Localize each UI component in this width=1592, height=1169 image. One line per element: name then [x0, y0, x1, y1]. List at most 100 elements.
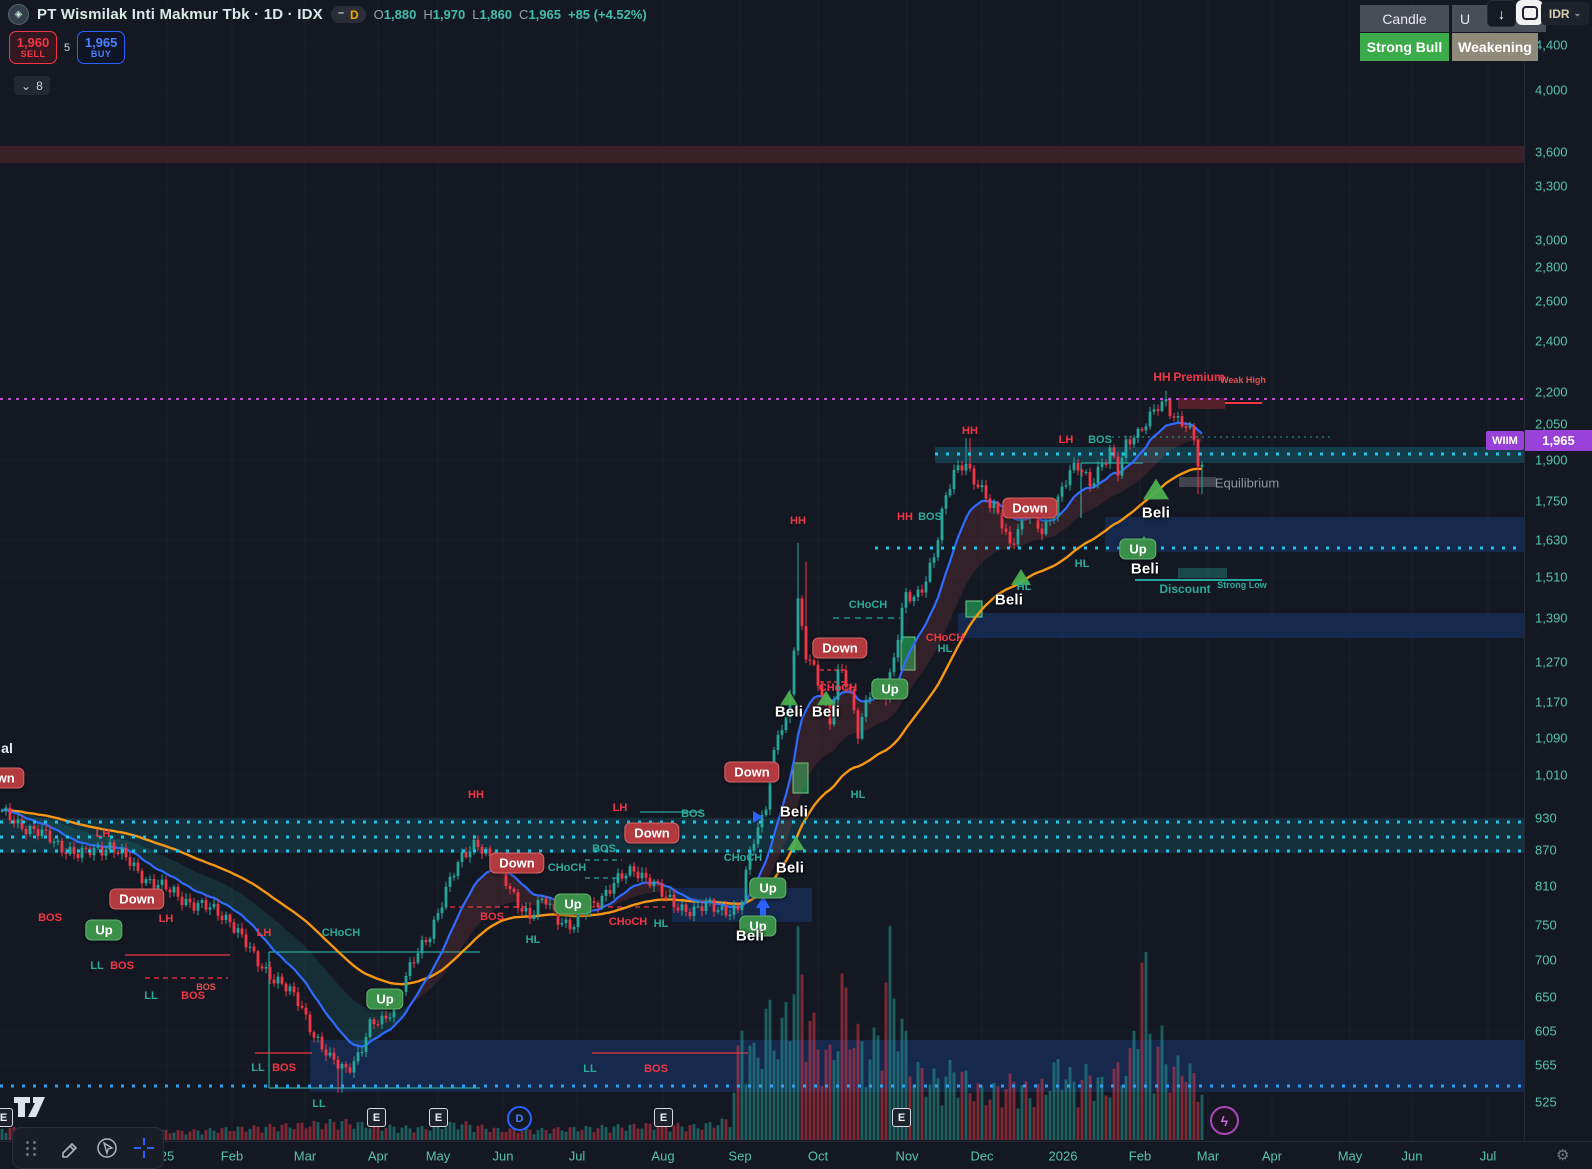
price-tick: 1,010	[1535, 767, 1568, 783]
sell-button[interactable]: 1,960 SELL	[9, 31, 57, 64]
price-tick: 810	[1535, 878, 1557, 894]
time-tick: Jun	[492, 1148, 514, 1164]
zone-order-block-1	[792, 762, 809, 794]
time-tick: Jul	[568, 1148, 586, 1164]
price-tick: 1,170	[1535, 694, 1568, 710]
interval-pill[interactable]: – D	[330, 6, 366, 23]
price-tick: 700	[1535, 952, 1557, 968]
floating-toolbar	[12, 1127, 164, 1169]
earnings-marker[interactable]: E	[892, 1108, 911, 1127]
chevron-down-icon: ⌄	[1573, 8, 1582, 18]
price-axis[interactable]: 4,400 4,000 3,600 3,300 3,000 2,800 2,600 2,400…	[1524, 0, 1592, 1141]
symbol-title[interactable]: PT Wismilak Inti Makmur Tbk · 1D · IDX	[37, 6, 323, 23]
price-tick: 4,000	[1535, 82, 1568, 98]
price-tick: 525	[1535, 1094, 1557, 1110]
chevron-down-icon: ⌄	[21, 78, 32, 93]
toolbar-drag-handle[interactable]	[19, 1135, 45, 1161]
time-tick: May	[1337, 1148, 1363, 1164]
flash-event-marker[interactable]: ϟ	[1210, 1106, 1239, 1135]
zone-supply-band-3500	[0, 146, 1524, 163]
symbol-logo[interactable]: ◈	[8, 4, 29, 25]
buy-triangle-icon	[1143, 478, 1169, 500]
price-tick: 1,750	[1535, 493, 1568, 509]
blue-right-triangle-icon	[753, 811, 763, 823]
price-tick: 1,900	[1535, 452, 1568, 468]
time-tick: Feb	[1128, 1148, 1152, 1164]
time-tick: Aug	[651, 1148, 675, 1164]
eraser-tool-icon[interactable]	[56, 1135, 82, 1161]
ohlc-readout: O1,880 H1,970 L1,860 C1,965 +85 (+4.52%)	[373, 7, 647, 22]
price-tick: 870	[1535, 842, 1557, 858]
crosshair-tool-icon[interactable]	[131, 1135, 157, 1161]
strong-bull-badge: Strong Bull	[1360, 33, 1449, 61]
indicator-collapse-button[interactable]: ⌄ 8	[14, 76, 50, 95]
blue-up-arrow-icon	[756, 896, 770, 924]
time-tick: Dec	[970, 1148, 994, 1164]
price-tick: 2,600	[1535, 293, 1568, 309]
weakening-badge: Weakening	[1452, 33, 1538, 61]
zone-weak-high-supply-box	[1178, 398, 1225, 409]
zone-strong-high-band-1960	[935, 447, 1524, 463]
cursor-tool-icon[interactable]	[94, 1135, 120, 1161]
price-tick: 1,510	[1535, 569, 1568, 585]
time-tick: Sep	[728, 1148, 752, 1164]
price-tick: 2,400	[1535, 333, 1568, 349]
download-arrow-icon: ↓	[1498, 5, 1505, 22]
price-tick: 3,600	[1535, 144, 1568, 160]
buy-triangle-icon	[1011, 569, 1031, 585]
buy-button[interactable]: 1,965 BUY	[77, 31, 126, 64]
time-tick: May	[425, 1148, 451, 1164]
time-tick: Apr	[367, 1148, 389, 1164]
buy-triangle-icon	[780, 690, 798, 706]
earnings-marker[interactable]: E	[429, 1108, 448, 1127]
axis-settings-icon[interactable]: ⚙	[1556, 1147, 1570, 1164]
candle-style-button[interactable]: Candle	[1360, 5, 1449, 32]
fullscreen-button[interactable]	[1516, 0, 1543, 25]
time-tick: Nov	[895, 1148, 919, 1164]
earnings-marker[interactable]: E	[367, 1108, 386, 1127]
time-axis[interactable]: 25 Feb Mar Apr May Jun Jul Aug Sep Oct Nov Dec 2026 F…	[0, 1141, 1592, 1169]
change-value: +85 (+4.52%)	[567, 7, 647, 22]
last-price-label: 1,965	[1525, 430, 1592, 451]
interval-badge: D	[349, 7, 359, 22]
time-tick: Jul	[1479, 1148, 1497, 1164]
low-value: 1,860	[479, 7, 513, 22]
time-tick: Jun	[1401, 1148, 1423, 1164]
time-tick: Oct	[807, 1148, 829, 1164]
compare-dash-icon: –	[337, 7, 344, 19]
tradingview-logo[interactable]	[12, 1094, 48, 1120]
buy-triangle-icon	[817, 690, 835, 706]
fullscreen-icon	[1521, 5, 1538, 20]
price-tick: 650	[1535, 989, 1557, 1005]
buy-triangle-icon	[787, 835, 805, 851]
download-button[interactable]: ↓	[1487, 0, 1516, 27]
open-value: 1,880	[383, 7, 417, 22]
price-tick: 1,630	[1535, 532, 1568, 548]
ma-slow-line	[1, 467, 1203, 986]
close-value: 1,965	[528, 7, 561, 22]
spread-value: 5	[64, 41, 71, 54]
price-tick: 4,400	[1535, 37, 1568, 53]
trade-panel: 1,960 SELL 5 1,965 BUY	[9, 31, 126, 64]
price-tick: 565	[1535, 1057, 1557, 1073]
price-tick: 2,800	[1535, 259, 1568, 275]
high-value: 1,970	[432, 7, 466, 22]
zone-discount-box	[1178, 568, 1227, 578]
zone-demand-zone-1650	[1105, 517, 1524, 552]
time-tick: Mar	[1196, 1148, 1220, 1164]
price-tick: 1,390	[1535, 610, 1568, 626]
price-tick: 3,300	[1535, 178, 1568, 194]
chart-header: ◈ PT Wismilak Inti Makmur Tbk · 1D · IDX…	[8, 4, 647, 25]
zone-demand-zone-1390	[958, 613, 1524, 638]
dividend-marker[interactable]: D	[507, 1106, 532, 1131]
price-tick: 2,050	[1535, 416, 1568, 432]
price-tick: 3,000	[1535, 232, 1568, 248]
earnings-marker[interactable]: E	[0, 1108, 13, 1127]
earnings-marker[interactable]: E	[654, 1108, 673, 1127]
symbol-price-badge: WIIM	[1486, 431, 1524, 450]
time-tick: Apr	[1261, 1148, 1283, 1164]
currency-selector[interactable]: IDR ⌄	[1541, 2, 1589, 25]
price-tick: 930	[1535, 810, 1557, 826]
price-tick: 605	[1535, 1023, 1557, 1039]
